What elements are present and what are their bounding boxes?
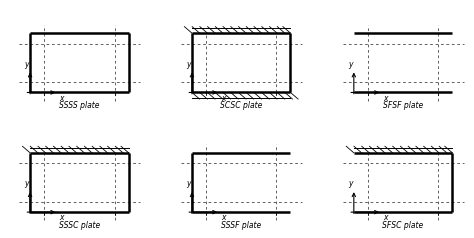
Text: x: x — [221, 213, 226, 222]
Text: y: y — [348, 179, 353, 188]
Text: y: y — [24, 179, 28, 188]
Text: x: x — [383, 213, 388, 222]
Text: y: y — [186, 60, 191, 69]
Text: y: y — [186, 179, 191, 188]
Text: x: x — [383, 94, 388, 103]
Text: x: x — [221, 94, 226, 103]
Text: y: y — [24, 60, 28, 69]
Text: SFSC plate: SFSC plate — [383, 221, 424, 230]
Text: SSSC plate: SSSC plate — [59, 221, 100, 230]
Text: SSSF plate: SSSF plate — [221, 221, 261, 230]
Text: x: x — [60, 213, 64, 222]
Text: SFSF plate: SFSF plate — [383, 101, 423, 110]
Text: SSSS plate: SSSS plate — [59, 101, 100, 110]
Text: x: x — [60, 94, 64, 103]
Text: SCSC plate: SCSC plate — [220, 101, 263, 110]
Text: y: y — [348, 60, 353, 69]
